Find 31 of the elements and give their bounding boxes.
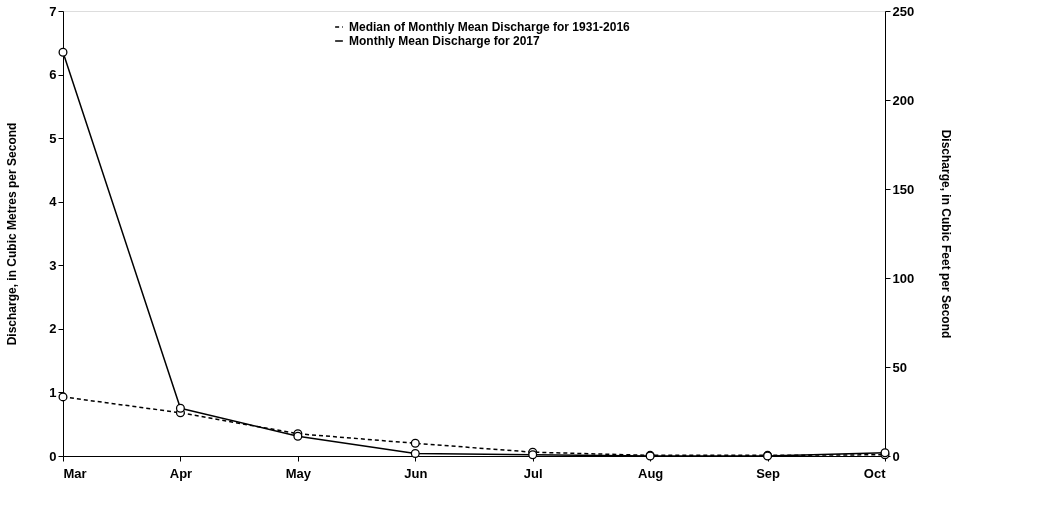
y2-tick-label: 50 — [892, 359, 907, 375]
y2-tick-label: 250 — [892, 3, 915, 19]
y2-tick-label: 200 — [892, 92, 915, 108]
x-tick-label: Apr — [169, 465, 193, 481]
point — [58, 47, 68, 57]
x-tick-label: Mar — [63, 465, 87, 481]
point — [175, 403, 185, 413]
x-tick-label: Oct — [863, 465, 887, 481]
y-tick-label: 4 — [49, 194, 58, 210]
legend-label: Median of Monthly Mean Discharge for 1931-2016 — [349, 20, 631, 34]
point — [58, 392, 68, 402]
legend-label: Monthly Mean Discharge for 2017 — [349, 34, 541, 48]
point — [410, 448, 420, 458]
y-tick-label: 6 — [49, 67, 57, 83]
x-tick-label: Jun — [404, 465, 428, 481]
x-tick-label: Sep — [756, 465, 781, 481]
y-tick-label: 0 — [49, 448, 57, 464]
y-tick-label: 2 — [49, 321, 57, 337]
y-tick-label: 3 — [49, 257, 57, 273]
y-tick-label: 7 — [49, 3, 57, 19]
y2-axis-title: Discharge, in Cubic Feet per Second — [939, 129, 954, 339]
y2-tick-label: 100 — [892, 270, 915, 286]
y-axis-title: Discharge, in Cubic Metres per Second — [5, 122, 20, 346]
y-tick-label: 5 — [49, 130, 57, 146]
x-tick-label: May — [285, 465, 312, 481]
y-tick-label: 1 — [49, 384, 57, 400]
y2-tick-label: 0 — [892, 448, 900, 464]
y2-tick-label: 150 — [892, 181, 915, 197]
point — [410, 438, 420, 448]
x-tick-label: Jul — [523, 465, 543, 481]
x-tick-label: Aug — [638, 465, 664, 481]
